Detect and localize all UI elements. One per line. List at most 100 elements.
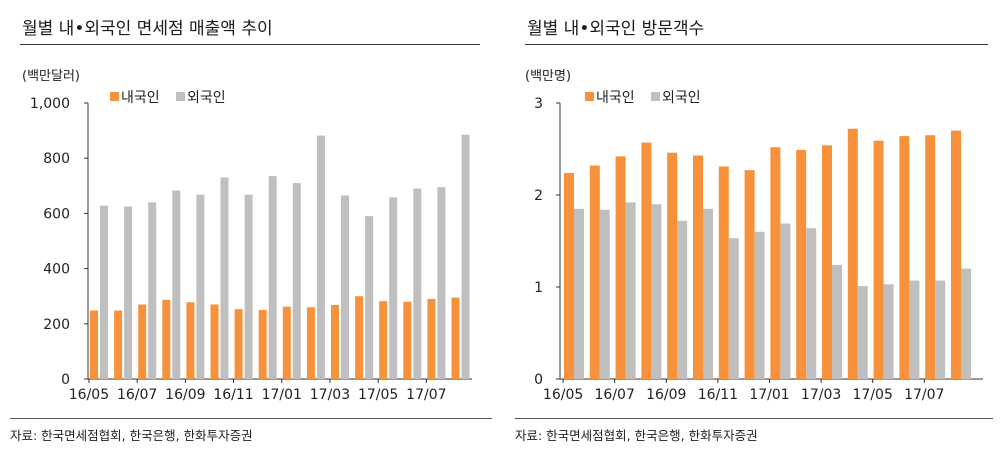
bar-foreign bbox=[909, 280, 920, 379]
bar-foreign bbox=[196, 194, 205, 379]
x-tick-label: 17/03 bbox=[801, 387, 841, 403]
y-tick-label: 3 bbox=[534, 96, 543, 112]
title-divider bbox=[20, 44, 480, 45]
bar-foreign bbox=[677, 220, 688, 379]
bar-foreign bbox=[413, 188, 422, 379]
bar-foreign bbox=[389, 197, 398, 379]
bar-domestic bbox=[770, 147, 781, 379]
x-tick-label: 16/07 bbox=[117, 387, 157, 403]
bar-foreign bbox=[599, 209, 610, 379]
visitors-bar-chart: (백만명) 0 1 2 3 16/05 16/07 16/09 16/11 17/01 17/03 1… bbox=[525, 69, 983, 403]
bar-domestic bbox=[427, 298, 436, 379]
bar-domestic bbox=[331, 305, 339, 379]
bar-domestic bbox=[451, 297, 460, 379]
bar-domestic bbox=[162, 299, 171, 379]
unit-label: (백만명) bbox=[525, 69, 571, 84]
bar-domestic bbox=[138, 304, 147, 379]
y-tick-label: 600 bbox=[43, 206, 70, 222]
bar-domestic bbox=[641, 142, 652, 379]
bar-domestic bbox=[667, 152, 678, 379]
bar-domestic bbox=[589, 165, 600, 379]
legend-label: 외국인 bbox=[187, 90, 226, 106]
y-tick-label: 800 bbox=[43, 151, 70, 167]
legend-swatch-foreign bbox=[176, 92, 185, 101]
bar-domestic bbox=[355, 296, 364, 379]
bar-domestic bbox=[847, 128, 858, 379]
bar-domestic bbox=[564, 172, 574, 379]
bar-domestic bbox=[282, 306, 291, 379]
y-tick-label: 200 bbox=[43, 317, 70, 333]
x-tick-label: 17/07 bbox=[904, 387, 944, 403]
chart-panel-sales: 월별 내•외국인 면세점 매출액 추이 (백만달러) 0 200 400 600 800 1… bbox=[0, 0, 492, 418]
bar-foreign bbox=[244, 194, 253, 379]
y-tick-label: 0 bbox=[61, 372, 70, 388]
bar-domestic bbox=[258, 310, 267, 379]
footer-divider bbox=[10, 418, 492, 419]
bar-foreign bbox=[625, 202, 636, 379]
bar-foreign bbox=[365, 216, 374, 379]
bar-foreign bbox=[268, 176, 277, 379]
bar-foreign bbox=[124, 206, 133, 379]
chart-title: 월별 내•외국인 방문객수 bbox=[527, 19, 705, 39]
bar-foreign bbox=[754, 231, 765, 379]
x-tick-label: 17/03 bbox=[310, 387, 350, 403]
bar-foreign bbox=[961, 268, 971, 379]
bar-foreign bbox=[316, 135, 325, 379]
bar-foreign bbox=[857, 286, 868, 379]
x-tick-label: 17/07 bbox=[406, 387, 446, 403]
bar-domestic bbox=[210, 304, 219, 379]
x-tick-label: 16/05 bbox=[69, 387, 109, 403]
legend-swatch-domestic bbox=[110, 92, 119, 101]
bar-foreign bbox=[220, 177, 229, 379]
bar-domestic bbox=[951, 130, 961, 379]
bar-foreign bbox=[341, 195, 349, 379]
bar-domestic bbox=[90, 310, 98, 379]
x-tick-label: 16/07 bbox=[595, 387, 635, 403]
bar-foreign bbox=[935, 280, 946, 379]
x-tick-label: 17/01 bbox=[749, 387, 789, 403]
x-tick-label: 17/01 bbox=[262, 387, 302, 403]
bar-domestic bbox=[899, 136, 910, 379]
x-tick-label: 16/11 bbox=[213, 387, 253, 403]
bar-domestic bbox=[822, 145, 832, 379]
footer-divider bbox=[515, 418, 993, 419]
bar-domestic bbox=[379, 301, 388, 379]
bar-domestic bbox=[796, 149, 807, 379]
source-note: 자료: 한국면세점협회, 한국은행, 한화투자증권 bbox=[515, 428, 758, 443]
legend-label: 내국인 bbox=[121, 90, 160, 106]
sales-bar-chart: (백만달러) 0 200 400 600 800 1,000 16/05 16/07 16/09 1… bbox=[22, 69, 472, 403]
legend-label: 외국인 bbox=[662, 90, 701, 106]
title-divider bbox=[525, 44, 988, 45]
bar-foreign bbox=[780, 223, 791, 379]
bar-foreign bbox=[292, 183, 301, 379]
bar-domestic bbox=[186, 302, 195, 379]
bar-domestic bbox=[234, 309, 243, 379]
y-tick-label: 0 bbox=[534, 372, 543, 388]
bar-domestic bbox=[744, 170, 755, 379]
x-tick-label: 17/05 bbox=[853, 387, 893, 403]
chart-title: 월별 내•외국인 면세점 매출액 추이 bbox=[22, 19, 273, 39]
bar-domestic bbox=[403, 301, 412, 379]
bar-foreign bbox=[806, 228, 817, 379]
x-tick-label: 16/09 bbox=[165, 387, 205, 403]
bar-foreign bbox=[832, 264, 842, 379]
bar-foreign bbox=[574, 208, 584, 379]
legend-label: 내국인 bbox=[596, 90, 635, 106]
bar-domestic bbox=[925, 135, 936, 379]
bar-foreign bbox=[100, 205, 108, 379]
x-tick-label: 16/05 bbox=[543, 387, 583, 403]
y-tick-label: 400 bbox=[43, 262, 70, 278]
bar-foreign bbox=[148, 202, 157, 379]
bar-foreign bbox=[461, 134, 470, 379]
y-tick-label: 1 bbox=[534, 280, 543, 296]
bar-domestic bbox=[693, 155, 703, 379]
y-tick-label: 1,000 bbox=[30, 96, 70, 112]
y-tick-label: 2 bbox=[534, 188, 543, 204]
bar-domestic bbox=[718, 166, 729, 379]
legend-swatch-foreign bbox=[651, 92, 660, 101]
bar-foreign bbox=[651, 204, 662, 379]
unit-label: (백만달러) bbox=[22, 69, 80, 84]
bar-foreign bbox=[437, 187, 446, 379]
x-tick-label: 16/09 bbox=[646, 387, 686, 403]
legend-swatch-domestic bbox=[585, 92, 594, 101]
